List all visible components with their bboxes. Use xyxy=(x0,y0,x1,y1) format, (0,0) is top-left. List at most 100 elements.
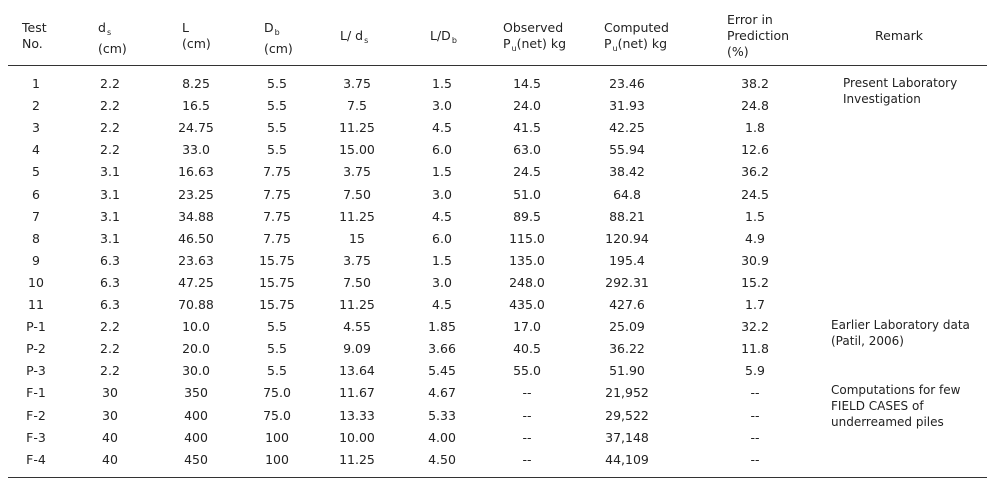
cell-test-no: 6 xyxy=(32,186,40,202)
cell-error: 4.9 xyxy=(745,230,765,246)
cell-l-ds: 4.55 xyxy=(343,319,371,335)
cell-test-no: 2 xyxy=(32,98,40,114)
cell-computed: 88.21 xyxy=(609,208,645,224)
header-error-line1: Error in xyxy=(727,12,773,27)
cell-l-db: 6.0 xyxy=(432,142,452,158)
cell-db: 75.0 xyxy=(263,385,291,401)
cell-l: 70.88 xyxy=(178,297,214,312)
cell-l-ds: 3.75 xyxy=(343,76,371,91)
header-ds-sub: s xyxy=(106,28,112,37)
cell-ds: 6.3 xyxy=(100,297,120,312)
cell-error: 30.9 xyxy=(741,252,769,268)
cell-observed: 115.0 xyxy=(509,230,545,246)
remark-earlier-lab: Earlier Laboratory data (Patil, 2006) xyxy=(831,317,970,349)
cell-test-no: F-4 xyxy=(26,451,46,467)
cell-test-no: 1 xyxy=(32,76,40,91)
cell-db: 5.5 xyxy=(267,341,287,357)
header-l-ds-sub: s xyxy=(364,36,369,45)
cell-db: 5.5 xyxy=(267,120,287,136)
remark-present-lab-line1: Present Laboratory xyxy=(843,76,958,90)
cell-ds: 2.2 xyxy=(100,341,120,357)
cell-db: 7.75 xyxy=(263,186,291,202)
cell-computed: 31.93 xyxy=(609,98,645,114)
cell-l-db: 5.45 xyxy=(428,363,456,379)
cell-ds: 3.1 xyxy=(100,164,120,180)
cell-l-db: 4.5 xyxy=(432,297,452,312)
cell-l: 23.25 xyxy=(178,186,214,202)
header-test-line1: Test xyxy=(22,20,47,35)
header-l-db: L/Db xyxy=(430,28,457,49)
remark-field-cases-line2: FIELD CASES of xyxy=(831,399,924,413)
cell-error: -- xyxy=(750,451,760,467)
header-l-db-main: L/D xyxy=(430,28,451,43)
header-db-main: D xyxy=(264,20,274,35)
header-computed-rest: (net) kg xyxy=(617,36,668,51)
cell-error: -- xyxy=(750,429,760,445)
cell-ds: 2.2 xyxy=(100,363,120,379)
cell-computed: 64.8 xyxy=(613,186,641,202)
cell-test-no: 4 xyxy=(32,142,40,158)
remark-present-lab: Present Laboratory Investigation xyxy=(843,75,957,107)
cell-ds: 30 xyxy=(102,407,118,423)
cell-test-no: 3 xyxy=(32,120,40,136)
cell-computed: 23.46 xyxy=(609,76,645,91)
cell-l-db: 1.5 xyxy=(432,76,452,91)
cell-l-db: 1.5 xyxy=(432,164,452,180)
cell-test-no: P-3 xyxy=(26,363,46,379)
header-error-line3: (%) xyxy=(727,44,749,59)
cell-computed: 120.94 xyxy=(605,230,649,246)
cell-db: 7.75 xyxy=(263,230,291,246)
cell-l: 8.25 xyxy=(182,76,210,91)
cell-observed: 435.0 xyxy=(509,297,545,312)
cell-db: 5.5 xyxy=(267,98,287,114)
cell-computed: 37,148 xyxy=(605,429,649,445)
header-l: L (cm) xyxy=(182,20,211,52)
cell-observed: -- xyxy=(522,429,532,445)
cell-l-ds: 7.50 xyxy=(343,274,371,290)
cell-db: 15.75 xyxy=(259,252,295,268)
cell-observed: 14.5 xyxy=(513,76,541,91)
cell-ds: 40 xyxy=(102,451,118,467)
cell-l-ds: 3.75 xyxy=(343,252,371,268)
header-computed-sub: u xyxy=(612,44,618,53)
cell-l-db: 4.5 xyxy=(432,120,452,136)
cell-error: 24.8 xyxy=(741,98,769,114)
cell-computed: 25.09 xyxy=(609,319,645,335)
header-test-line2: No. xyxy=(22,36,43,51)
cell-computed: 195.4 xyxy=(609,252,645,268)
cell-ds: 30 xyxy=(102,385,118,401)
cell-l: 16.63 xyxy=(178,164,214,180)
cell-ds: 3.1 xyxy=(100,208,120,224)
header-observed-main: P xyxy=(503,36,511,51)
header-observed-sub: u xyxy=(511,44,517,53)
cell-observed: 41.5 xyxy=(513,120,541,136)
header-l-main: L xyxy=(182,20,189,35)
cell-l-ds: 3.75 xyxy=(343,164,371,180)
cell-l: 16.5 xyxy=(182,98,210,114)
cell-computed: 42.25 xyxy=(609,120,645,136)
cell-observed: 89.5 xyxy=(513,208,541,224)
cell-ds: 40 xyxy=(102,429,118,445)
cell-computed: 29,522 xyxy=(605,407,649,423)
cell-error: 1.7 xyxy=(745,297,765,312)
cell-l: 34.88 xyxy=(178,208,214,224)
cell-l-ds: 11.25 xyxy=(339,208,375,224)
cell-db: 7.75 xyxy=(263,208,291,224)
cell-l-ds: 15.00 xyxy=(339,142,375,158)
remark-present-lab-line2: Investigation xyxy=(843,92,921,106)
cell-test-no: 5 xyxy=(32,164,40,180)
cell-observed: -- xyxy=(522,385,532,401)
cell-error: -- xyxy=(750,407,760,423)
cell-l: 46.50 xyxy=(178,230,214,246)
header-observed-rest: (net) kg xyxy=(516,36,567,51)
cell-l: 20.0 xyxy=(182,341,210,357)
cell-db: 5.5 xyxy=(267,142,287,158)
header-divider xyxy=(8,65,987,66)
cell-ds: 6.3 xyxy=(100,274,120,290)
cell-l-db: 1.5 xyxy=(432,252,452,268)
cell-computed: 36.22 xyxy=(609,341,645,357)
cell-l-ds: 11.25 xyxy=(339,297,375,312)
header-computed-line1: Computed xyxy=(604,20,669,35)
header-test-no: Test No. xyxy=(22,20,47,52)
cell-error: 1.8 xyxy=(745,120,765,136)
